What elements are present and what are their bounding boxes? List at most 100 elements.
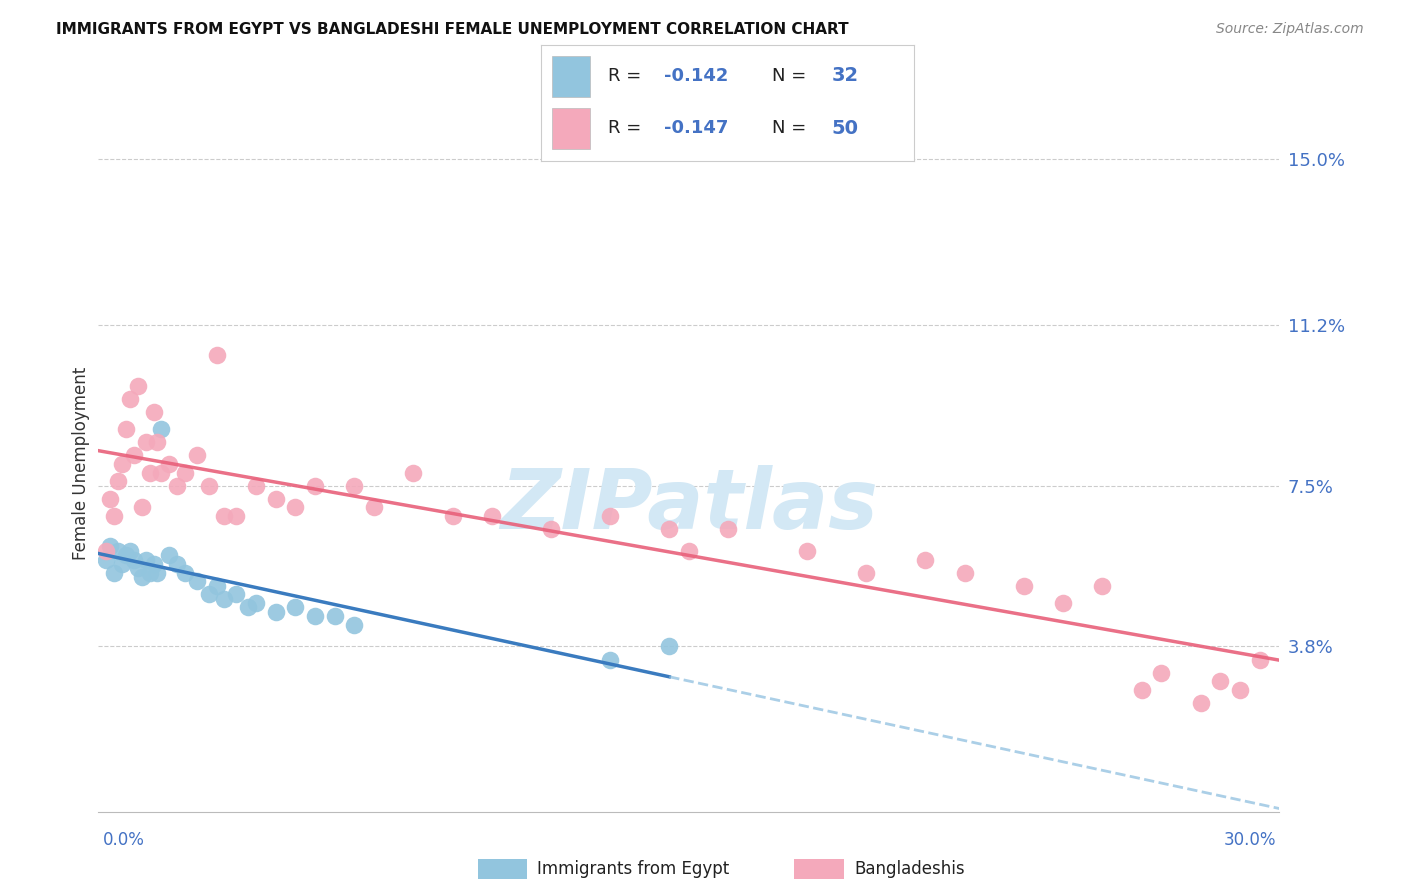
Text: R =: R = (609, 120, 647, 137)
Point (236, 600, 259, 615)
Point (264, 605, 287, 619)
Point (214, 508, 236, 523)
Point (658, 522, 681, 536)
Point (138, 566, 160, 580)
Point (186, 574, 208, 589)
Point (150, 422, 173, 436)
Point (197, 587, 219, 601)
Point (1209, 674, 1232, 689)
Point (107, 544, 129, 558)
Point (197, 478, 219, 492)
Point (135, 435, 157, 450)
Point (118, 392, 141, 406)
Point (214, 591, 236, 606)
Point (166, 478, 188, 492)
Point (855, 566, 877, 580)
Point (157, 457, 180, 471)
Text: 0.0%: 0.0% (103, 831, 145, 849)
Point (441, 508, 464, 523)
Point (284, 600, 307, 615)
Text: IMMIGRANTS FROM EGYPT VS BANGLADESHI FEMALE UNEMPLOYMENT CORRELATION CHART: IMMIGRANTS FROM EGYPT VS BANGLADESHI FEM… (56, 22, 849, 37)
Point (98, 491, 121, 506)
Point (103, 508, 125, 523)
Point (122, 448, 145, 462)
Point (115, 548, 138, 562)
Point (96, 544, 118, 558)
Point (122, 552, 145, 566)
Text: Bangladeshis: Bangladeshis (855, 860, 966, 878)
Point (796, 544, 818, 558)
Point (111, 557, 134, 571)
Point (343, 478, 366, 492)
Point (1189, 696, 1212, 710)
Point (245, 478, 267, 492)
Point (111, 457, 134, 471)
Point (343, 617, 366, 632)
Point (323, 609, 346, 624)
Point (118, 544, 141, 558)
Point (1012, 578, 1035, 592)
Text: 50: 50 (832, 119, 859, 137)
Point (1130, 683, 1153, 698)
Point (225, 508, 247, 523)
Point (174, 566, 197, 580)
Text: R =: R = (609, 67, 647, 85)
Point (678, 544, 700, 558)
Point (304, 478, 326, 492)
Point (304, 609, 326, 624)
Text: Source: ZipAtlas.com: Source: ZipAtlas.com (1216, 22, 1364, 37)
Point (131, 500, 153, 515)
Point (717, 522, 740, 536)
Point (174, 466, 197, 480)
Point (914, 552, 936, 566)
Point (245, 596, 267, 610)
Y-axis label: Female Unemployment: Female Unemployment (72, 368, 90, 560)
Point (402, 466, 425, 480)
Text: -0.147: -0.147 (664, 120, 728, 137)
Point (1052, 596, 1074, 610)
Point (481, 508, 503, 523)
Point (138, 466, 160, 480)
Point (96, 552, 118, 566)
Point (150, 466, 173, 480)
Text: Immigrants from Egypt: Immigrants from Egypt (537, 860, 730, 878)
Point (127, 378, 149, 392)
FancyBboxPatch shape (553, 109, 589, 149)
Point (264, 491, 287, 506)
Point (98, 540, 121, 554)
Point (540, 522, 562, 536)
Point (146, 566, 169, 580)
Point (142, 557, 165, 571)
Text: N =: N = (772, 120, 813, 137)
Point (363, 500, 385, 515)
Point (157, 548, 180, 562)
Point (146, 435, 169, 450)
Point (225, 587, 247, 601)
Point (107, 475, 129, 489)
FancyBboxPatch shape (553, 56, 589, 97)
Point (599, 652, 621, 666)
Point (1249, 652, 1271, 666)
Point (131, 570, 153, 584)
Point (658, 640, 681, 654)
Point (1150, 665, 1173, 680)
Text: -0.142: -0.142 (664, 67, 728, 85)
Point (205, 348, 228, 362)
Point (135, 552, 157, 566)
Text: 30.0%: 30.0% (1225, 831, 1277, 849)
Point (142, 405, 165, 419)
Point (186, 448, 208, 462)
Point (284, 500, 307, 515)
Point (127, 561, 149, 575)
Point (205, 578, 228, 592)
Point (115, 422, 138, 436)
Point (103, 566, 125, 580)
Point (953, 566, 976, 580)
Point (1091, 578, 1114, 592)
Point (166, 557, 188, 571)
Text: ZIPatlas: ZIPatlas (501, 465, 877, 546)
Text: N =: N = (772, 67, 813, 85)
Point (599, 508, 621, 523)
Text: 32: 32 (832, 66, 859, 86)
Point (1229, 683, 1251, 698)
